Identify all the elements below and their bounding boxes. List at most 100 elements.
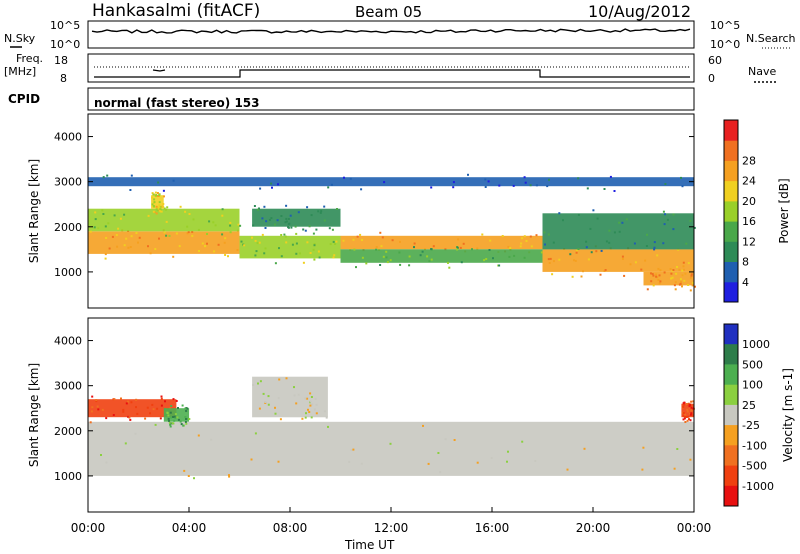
velocity-speckle	[113, 398, 116, 401]
x-tick-label: 16:00	[475, 521, 510, 535]
power-speckle	[498, 184, 501, 187]
power-speckle	[334, 243, 337, 245]
velocity-heatmap	[88, 376, 695, 480]
colorbar-tick-label: 28	[742, 154, 756, 167]
velocity-speckle	[389, 442, 392, 445]
velocity-band-1	[88, 399, 177, 418]
velocity-speckle	[684, 413, 687, 416]
velocity-speckle	[305, 412, 307, 415]
power-speckle	[158, 206, 161, 209]
power-speckle	[552, 241, 555, 244]
velocity-speckle	[687, 403, 690, 406]
colorbar-swatch	[724, 465, 738, 487]
power-speckle	[547, 233, 550, 236]
power-speckle	[399, 263, 402, 266]
velocity-speckle	[185, 409, 188, 412]
power-speckle	[221, 208, 224, 211]
power-speckle	[284, 221, 287, 224]
colorbar-swatch	[724, 221, 738, 242]
velocity-speckle	[164, 408, 166, 411]
power-speckle	[317, 250, 320, 253]
power-speckle	[361, 256, 364, 259]
velocity-speckle	[168, 421, 171, 424]
power-speckle	[157, 181, 160, 184]
power-speckle	[664, 213, 666, 216]
power-speckle	[287, 226, 290, 229]
power-speckle	[237, 223, 240, 226]
velocity-speckle	[439, 471, 442, 474]
power-speckle	[519, 245, 522, 248]
colorbar-swatch	[724, 200, 738, 222]
power-speckle	[577, 248, 580, 250]
power-speckle	[408, 264, 411, 267]
power-speckle	[382, 255, 385, 258]
power-speckle	[329, 243, 332, 246]
power-speckle	[379, 231, 382, 234]
power-speckle	[672, 269, 675, 271]
velocity-speckle	[144, 417, 147, 420]
power-speckle	[456, 248, 459, 251]
power-speckle	[291, 243, 294, 246]
colorbar-tick-label: -500	[742, 460, 767, 473]
colorbar-tick-label: 24	[742, 175, 756, 188]
power-speckle	[254, 239, 257, 242]
velocity-speckle	[642, 446, 645, 449]
velocity-speckle	[160, 397, 163, 400]
colorbar-tick-label: 8	[742, 256, 749, 269]
velocity-speckle	[309, 404, 312, 407]
power-speckle	[217, 243, 220, 246]
power-speckle	[188, 213, 191, 215]
power-speckle	[224, 254, 227, 256]
power-band-5	[340, 235, 543, 250]
power-speckle	[548, 262, 551, 264]
power-speckle	[535, 234, 538, 237]
velocity-speckle	[308, 411, 311, 413]
power-speckle	[675, 272, 678, 275]
power-speckle	[487, 180, 490, 183]
power-speckle	[280, 234, 283, 236]
power-speckle	[621, 258, 624, 260]
power-speckle	[159, 205, 162, 208]
power-speckle	[130, 174, 133, 177]
colorbar-tick-label: 16	[742, 215, 756, 228]
velocity-speckle	[197, 434, 200, 437]
velocity-speckle	[154, 423, 157, 426]
power-speckle	[158, 194, 161, 196]
velocity-speckle	[136, 412, 139, 415]
power-speckle	[280, 215, 283, 217]
power-speckle	[670, 277, 673, 280]
x-tick-label: 20:00	[576, 521, 611, 535]
velocity-speckle	[688, 418, 690, 421]
power-speckle	[629, 263, 632, 266]
velocity-speckle	[259, 380, 262, 383]
power-speckle	[646, 233, 648, 236]
power-speckle	[309, 252, 312, 254]
power-speckle	[391, 239, 394, 242]
velocity-speckle	[301, 417, 304, 420]
velocity-speckle	[304, 416, 307, 419]
velocity-speckle	[134, 432, 137, 435]
power-speckle	[652, 274, 655, 277]
power-speckle	[125, 237, 128, 240]
power-speckle	[274, 223, 276, 226]
power-speckle	[430, 258, 433, 261]
velocity-speckle	[566, 468, 569, 471]
power-speckle	[599, 273, 602, 276]
date-label: 10/Aug/2012	[588, 2, 691, 21]
power-speckle	[323, 205, 326, 208]
power-speckle	[198, 250, 200, 252]
velocity-speckle	[254, 432, 257, 435]
power-speckle	[162, 189, 165, 192]
power-speckle	[313, 244, 316, 247]
y-tick-label: 3000	[54, 176, 82, 189]
velocity-speckle	[583, 447, 586, 450]
power-speckle	[543, 231, 546, 234]
velocity-colorbar: 1000 500 100 25 -25 -100 -500 -1000	[723, 323, 774, 507]
power-speckle	[589, 227, 592, 230]
power-speckle	[259, 187, 262, 190]
power-speckle	[166, 206, 169, 209]
velocity-speckle	[101, 408, 104, 411]
power-speckle	[426, 255, 429, 258]
power-speckle	[674, 281, 677, 284]
power-speckle	[155, 205, 158, 208]
